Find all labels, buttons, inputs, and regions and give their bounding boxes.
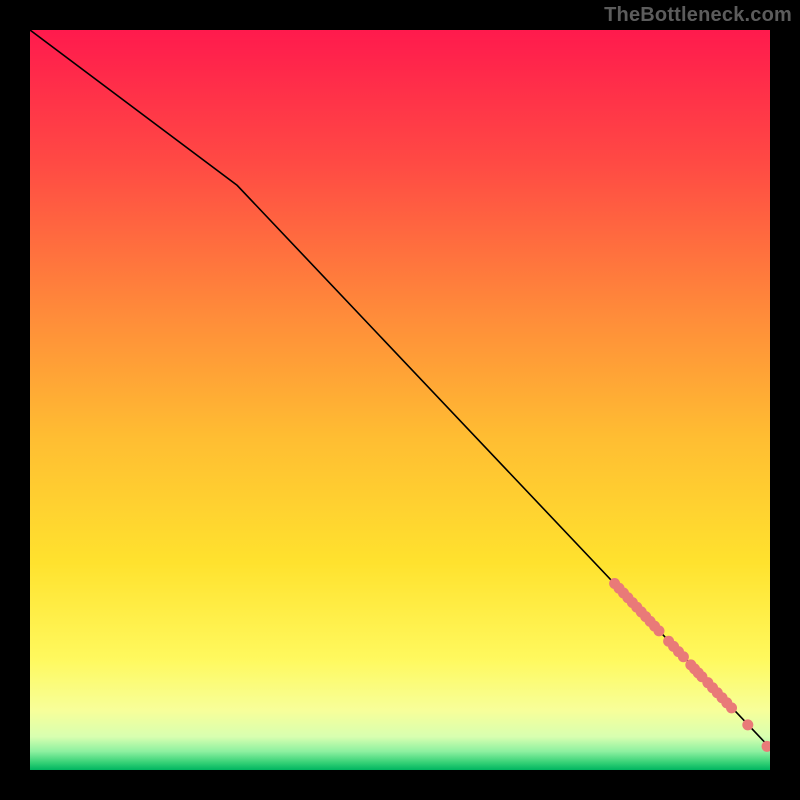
data-point [678,651,689,662]
chart-svg [30,30,770,770]
gradient-background [30,30,770,770]
plot-area [30,30,770,770]
data-point [726,702,737,713]
watermark-text: TheBottleneck.com [604,4,792,27]
data-point [742,719,753,730]
data-point [654,625,665,636]
